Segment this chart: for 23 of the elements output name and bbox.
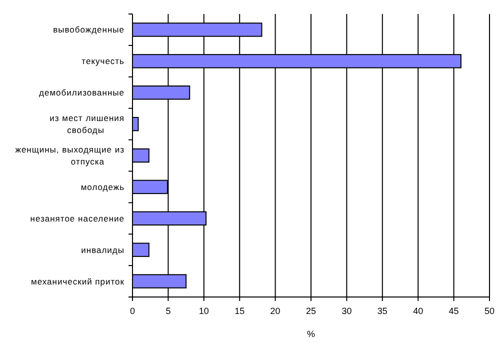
y-tick-label: молодежь bbox=[80, 182, 125, 192]
y-tick-label: инвалиды bbox=[81, 244, 124, 255]
y-tick-label: механический приток bbox=[30, 276, 124, 286]
x-tick-label: 20 bbox=[270, 306, 280, 316]
y-tick-label: незанятое население bbox=[30, 213, 124, 224]
x-tick-label: 10 bbox=[198, 306, 209, 316]
x-tick-label: 45 bbox=[448, 306, 459, 316]
y-tick-label: демобилизованные bbox=[39, 88, 124, 98]
x-tick-label: 5 bbox=[166, 306, 171, 316]
y-tick-label: из мест лишения свободы bbox=[50, 113, 124, 136]
x-tick-label: 40 bbox=[413, 306, 424, 316]
x-tick-label: 30 bbox=[342, 306, 352, 316]
x-tick-label: 15 bbox=[234, 306, 245, 316]
x-tick-label: 25 bbox=[306, 306, 316, 316]
x-tick-label: 50 bbox=[484, 306, 495, 316]
x-axis-title: % bbox=[306, 329, 316, 339]
bar bbox=[132, 148, 150, 163]
bar bbox=[132, 242, 150, 257]
x-tick-label: 35 bbox=[377, 306, 388, 316]
y-tick-label: текучесть bbox=[82, 56, 125, 66]
y-tick-label: женщины, выходящие из отпуска bbox=[15, 144, 124, 166]
y-tick-label: вывобожденные bbox=[53, 24, 124, 35]
x-tick-label: 0 bbox=[130, 306, 136, 316]
